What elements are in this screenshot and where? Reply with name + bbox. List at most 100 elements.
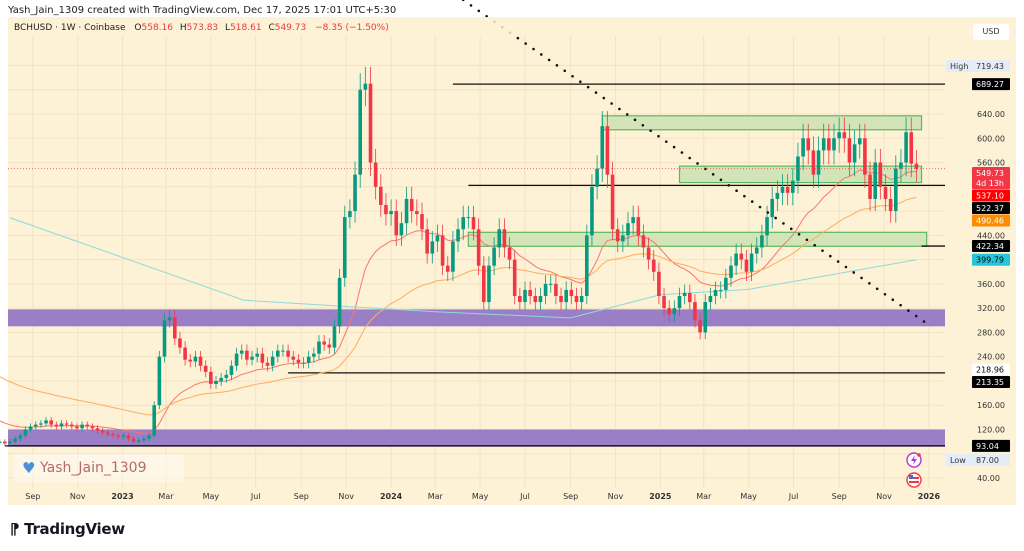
candle-body	[744, 259, 749, 272]
candle-body	[559, 296, 563, 303]
trendline-dot	[735, 189, 738, 192]
candle-body	[698, 320, 702, 333]
candle-body	[785, 186, 790, 193]
candle-body	[404, 198, 409, 224]
trendline-dot	[914, 314, 918, 318]
price-tick: 360.00	[977, 280, 1005, 289]
candle-body	[255, 353, 259, 357]
price-tick: 280.00	[977, 328, 1005, 337]
candle-body	[59, 423, 64, 427]
candle-body	[512, 259, 517, 297]
price-tick: 120.00	[977, 425, 1005, 434]
time-tick: Sep	[832, 492, 847, 501]
time-tick: Mar	[696, 492, 712, 501]
candle-body	[270, 356, 275, 366]
trendline-dot	[594, 91, 598, 94]
legend-bar	[8, 17, 1016, 36]
trendline-dot	[610, 102, 613, 105]
trendline-dot	[836, 260, 840, 263]
candle-body	[476, 229, 481, 266]
candle-body	[394, 211, 399, 236]
time-tick: 2026	[918, 492, 941, 501]
candle-body	[528, 289, 532, 297]
candle-body	[430, 241, 435, 254]
candle-body	[90, 426, 95, 429]
trendline-dot	[750, 200, 754, 203]
candle-body	[487, 265, 491, 303]
candle-body	[646, 247, 651, 260]
trendline-dot	[875, 287, 879, 291]
trendline-dot	[633, 118, 637, 122]
trendline-dot	[555, 64, 559, 67]
candle-body	[456, 229, 460, 242]
candle-body	[353, 174, 357, 212]
candle-body	[564, 289, 568, 303]
candle-body	[724, 277, 728, 290]
candle-body	[610, 174, 615, 230]
candle-body	[435, 235, 440, 242]
candle-body	[585, 235, 589, 297]
trendline-dot	[868, 282, 871, 285]
candle-body	[136, 440, 141, 442]
candle-body	[162, 320, 167, 357]
candle-body	[276, 350, 280, 357]
price-label: 93.04	[976, 442, 999, 451]
candle-body	[579, 296, 584, 303]
candle-body	[899, 162, 903, 169]
trendline-dot	[789, 227, 793, 231]
price-label: 537.10	[976, 192, 1004, 201]
trendline-dot	[516, 36, 520, 40]
time-axis[interactable]: Sep Nov 2023 Mar May Jul Sep Nov 2024 Mar May Jul Se…	[25, 492, 940, 501]
candle-body	[23, 429, 28, 436]
tradingview-logo-icon: ⁋	[10, 520, 25, 538]
svg-text:High: High	[950, 62, 968, 71]
candle-body	[445, 265, 450, 272]
symbol-label[interactable]: BCHUSD · 1W · Coinbase	[14, 23, 126, 33]
candle-body	[80, 424, 84, 429]
candle-body	[832, 138, 836, 151]
candle-body	[265, 362, 270, 366]
price-label-bg	[972, 202, 1010, 215]
trendline-dot	[860, 276, 863, 280]
lightning-icon[interactable]	[906, 452, 922, 468]
candle-body	[873, 162, 877, 199]
currency-button[interactable]: USD	[973, 24, 1009, 40]
ohlc-legend: BCHUSD · 1W · Coinbase O558.16 H573.83 L…	[14, 23, 389, 33]
candle-body	[651, 259, 656, 272]
candle-body	[837, 132, 841, 139]
candle-body	[775, 192, 780, 199]
price-label-bg	[972, 189, 1010, 202]
candle-body	[590, 186, 594, 236]
trendline-dot	[704, 167, 707, 171]
tradingview-logo[interactable]: ⁋ TradingView	[10, 520, 125, 538]
candle-body	[492, 247, 496, 266]
horizontal-lines	[4, 83, 945, 447]
candle-body	[142, 438, 146, 441]
svg-text:Low: Low	[950, 456, 966, 465]
candle-body	[677, 296, 682, 309]
trendline-dot	[571, 74, 574, 78]
candle-body	[466, 217, 471, 219]
time-tick: 2024	[380, 492, 403, 501]
candle-body	[863, 138, 867, 175]
trendline-dot	[805, 238, 809, 242]
candle-body	[286, 350, 290, 357]
price-tick: 640.00	[977, 110, 1005, 119]
chart-background	[8, 18, 1016, 505]
candle-body	[250, 356, 254, 360]
candle-body	[883, 186, 888, 199]
candle-body	[507, 247, 512, 260]
candle-body	[770, 198, 774, 218]
candle-body	[245, 350, 249, 360]
trendline-dot	[766, 211, 770, 214]
purple-zone	[8, 429, 945, 446]
us-flag-icon[interactable]	[906, 472, 922, 488]
candle-body	[569, 289, 574, 297]
candle-body	[842, 132, 847, 139]
price-label: 422.34	[976, 242, 1004, 251]
candle-body	[713, 289, 718, 297]
candle-body	[461, 217, 465, 230]
trendline-dot	[680, 151, 684, 154]
